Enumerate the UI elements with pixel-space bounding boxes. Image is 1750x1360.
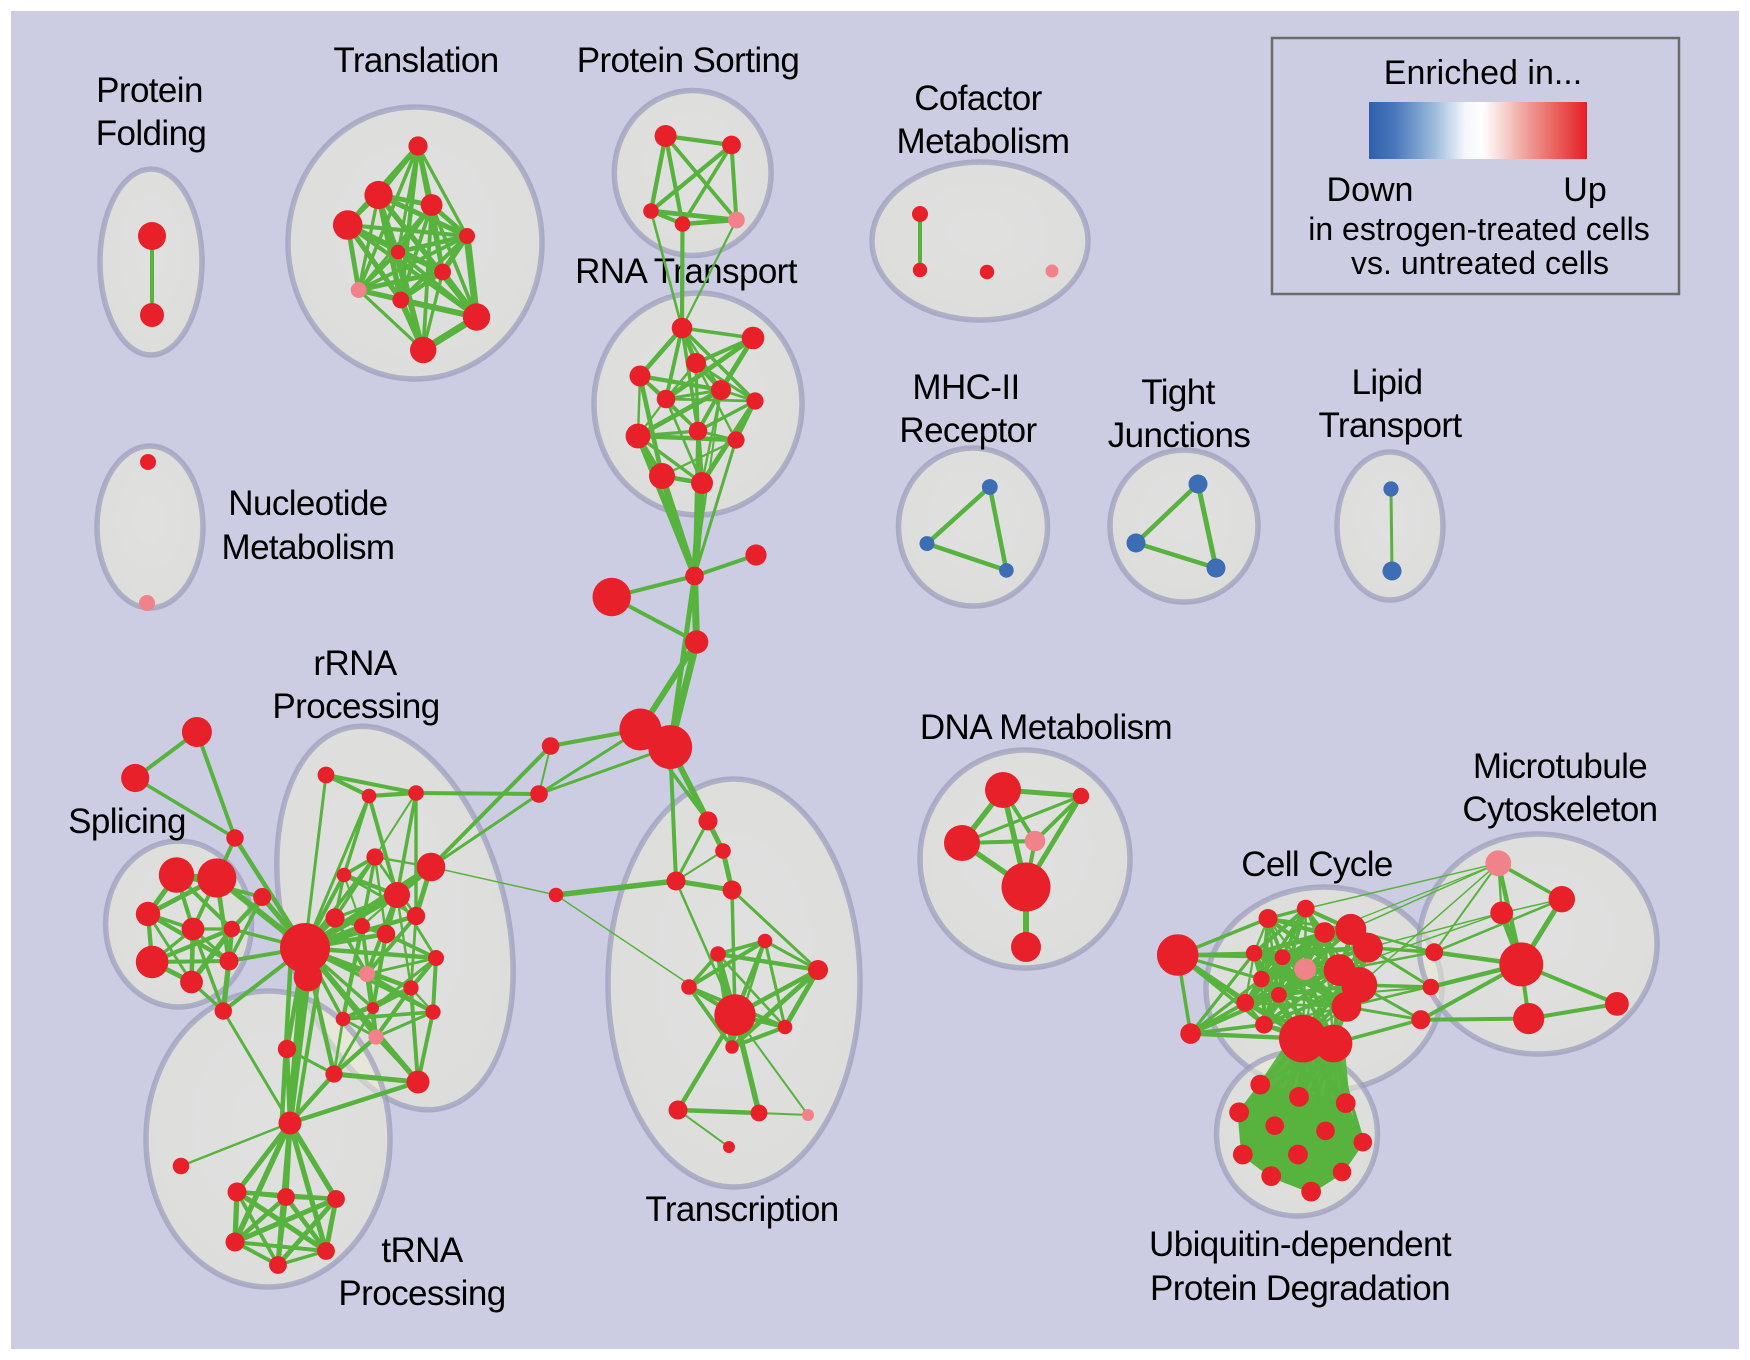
- svg-text:Lipid: Lipid: [1352, 363, 1423, 402]
- svg-text:Tight: Tight: [1141, 373, 1215, 412]
- svg-text:in estrogen-treated cells: in estrogen-treated cells: [1308, 211, 1650, 247]
- svg-text:Nucleotide: Nucleotide: [228, 484, 387, 523]
- svg-text:Receptor: Receptor: [899, 411, 1037, 450]
- svg-text:vs. untreated cells: vs. untreated cells: [1351, 245, 1609, 281]
- svg-text:Transcription: Transcription: [645, 1190, 838, 1229]
- svg-text:MHC-II: MHC-II: [912, 368, 1019, 407]
- svg-text:Junctions: Junctions: [1108, 416, 1251, 455]
- svg-text:Metabolism: Metabolism: [897, 122, 1070, 161]
- svg-text:Processing: Processing: [338, 1274, 505, 1313]
- svg-text:Protein Degradation: Protein Degradation: [1150, 1269, 1450, 1308]
- svg-text:Folding: Folding: [96, 114, 207, 153]
- svg-text:Cytoskeleton: Cytoskeleton: [1462, 790, 1657, 829]
- svg-text:Up: Up: [1563, 171, 1606, 209]
- svg-text:Processing: Processing: [272, 687, 439, 726]
- svg-text:tRNA: tRNA: [381, 1231, 463, 1270]
- svg-text:Enriched in...: Enriched in...: [1384, 54, 1582, 92]
- svg-text:Ubiquitin-dependent: Ubiquitin-dependent: [1149, 1225, 1452, 1264]
- svg-text:Microtubule: Microtubule: [1473, 747, 1647, 786]
- svg-text:Protein Sorting: Protein Sorting: [577, 41, 800, 80]
- svg-text:RNA Transport: RNA Transport: [575, 252, 798, 291]
- svg-text:Cell Cycle: Cell Cycle: [1241, 845, 1393, 884]
- svg-text:Transport: Transport: [1318, 406, 1462, 445]
- svg-text:Protein: Protein: [96, 71, 203, 110]
- svg-text:Metabolism: Metabolism: [222, 528, 395, 567]
- svg-text:Down: Down: [1327, 171, 1414, 209]
- svg-text:DNA Metabolism: DNA Metabolism: [920, 708, 1172, 747]
- svg-text:Splicing: Splicing: [68, 802, 186, 841]
- svg-text:Translation: Translation: [333, 41, 498, 80]
- svg-text:Cofactor: Cofactor: [914, 79, 1042, 118]
- svg-text:rRNA: rRNA: [313, 644, 397, 683]
